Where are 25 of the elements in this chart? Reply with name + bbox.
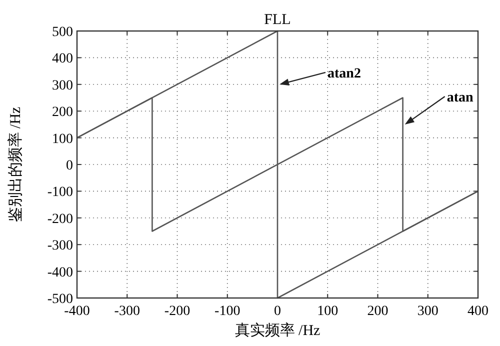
y-tick-label: 500 <box>52 25 73 40</box>
annotation: atan <box>446 90 474 106</box>
annotation: atan2 <box>328 66 361 82</box>
y-tick-label: -200 <box>47 212 73 227</box>
y-tick-label: 400 <box>52 52 73 67</box>
x-tick-label: 0 <box>274 304 281 319</box>
x-tick-label: 200 <box>367 304 388 319</box>
y-tick-label: 200 <box>52 105 73 120</box>
y-tick-label: -100 <box>47 185 73 200</box>
y-tick-label: 300 <box>52 78 73 94</box>
y-tick-label: -400 <box>47 265 73 280</box>
y-tick-label: -300 <box>47 238 73 254</box>
y-tick-label: 100 <box>52 132 73 147</box>
chart-title: FLL <box>264 12 291 28</box>
x-axis-title: 真实频率 /Hz <box>234 322 321 339</box>
x-tick-label: -300 <box>114 304 140 319</box>
y-tick-label: 0 <box>66 158 73 174</box>
y-axis-title: 鉴别出的频率 /Hz <box>7 106 24 222</box>
x-tick-label: 400 <box>468 304 488 319</box>
x-tick-label: 300 <box>417 304 438 319</box>
y-tick-label: -500 <box>47 292 73 307</box>
x-tick-label: -200 <box>164 304 190 319</box>
x-tick-label: -400 <box>64 304 90 319</box>
x-tick-label: -100 <box>214 304 240 319</box>
x-tick-label: 100 <box>317 304 338 319</box>
